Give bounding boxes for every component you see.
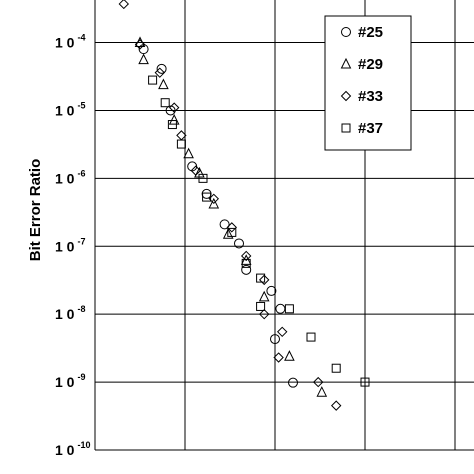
data-point-circle: [275, 303, 286, 314]
data-point-square: [167, 120, 177, 130]
legend-label: #29: [358, 56, 383, 73]
data-point-diamond: [330, 400, 342, 411]
y-axis-label: Bit Error Ratio: [27, 159, 44, 262]
y-tick-label: 1 0 -8: [55, 304, 85, 322]
data-point-square: [284, 304, 294, 314]
data-point-diamond: [168, 102, 180, 113]
x-tick-label: -15: [355, 471, 375, 474]
data-point-square: [256, 273, 266, 283]
data-point-triangle: [258, 290, 270, 302]
data-point-square: [160, 98, 170, 108]
y-tick-label: 1 0 -10: [55, 440, 90, 458]
data-point-triangle: [284, 350, 295, 361]
data-point-circle: [266, 285, 277, 296]
data-point-circle: [288, 377, 298, 388]
x-tick-label: -25: [175, 471, 195, 474]
data-point-square: [148, 75, 158, 85]
legend-box: [324, 15, 412, 151]
data-point-circle: [270, 334, 280, 345]
data-point-square: [306, 332, 316, 342]
legend-item: #33: [340, 88, 383, 105]
data-point-square: [198, 173, 208, 183]
legend: #25 #29 #33 #37: [324, 15, 412, 151]
data-point-diamond: [154, 67, 166, 78]
y-tick-label: 1 0 -9: [55, 372, 85, 390]
y-tick-label: 1 0 -7: [55, 236, 85, 254]
data-point-diamond: [258, 274, 270, 286]
data-point-circle: [241, 264, 252, 275]
series-37: [148, 75, 370, 387]
y-tick-labels: 1 0 -4 1 0 -5 1 0 -6 1 0 -7 1 0 -8 1 0 -9 1 0 -10: [55, 33, 90, 458]
data-point-square: [256, 301, 266, 311]
data-point-triangle: [316, 386, 328, 397]
legend-item: #37: [341, 120, 383, 137]
data-point-diamond: [312, 376, 324, 388]
series-25: [138, 44, 298, 388]
data-point-diamond: [276, 326, 288, 338]
legend-item: #29: [340, 56, 383, 73]
x-tick-labels: -30 -25 -20 -15 -10: [85, 471, 465, 474]
series-29: [134, 36, 328, 397]
data-point-triangle: [158, 78, 169, 90]
legend-marker-diamond: [340, 90, 352, 102]
data-point-square: [241, 258, 251, 268]
data-point-triangle: [183, 147, 194, 159]
data-points: [118, 0, 370, 411]
grid: [94, 0, 474, 451]
data-point-triangle: [208, 197, 220, 209]
legend-label: #33: [358, 88, 383, 105]
legend-item: #25: [341, 24, 383, 41]
y-tick-label: 1 0 -5: [55, 100, 85, 118]
legend-label: #37: [358, 120, 383, 137]
data-point-diamond: [118, 0, 130, 10]
data-point-diamond: [226, 222, 238, 233]
data-point-triangle: [168, 114, 180, 125]
legend-marker-square: [341, 123, 351, 133]
x-tick-label: -10: [445, 471, 465, 474]
data-point-circle: [219, 219, 230, 230]
legend-marker-circle: [341, 27, 351, 37]
legend-marker-triangle: [340, 57, 352, 69]
x-tick-label: -30: [85, 471, 105, 474]
data-point-diamond: [190, 165, 202, 176]
data-point-square: [202, 192, 212, 202]
y-tick-label: 1 0 -6: [55, 168, 85, 186]
data-point-triangle: [222, 228, 234, 239]
data-point-diamond: [273, 352, 284, 363]
data-point-square: [176, 139, 186, 149]
data-point-diamond: [258, 308, 270, 320]
data-point-square: [227, 227, 237, 237]
data-point-square: [360, 377, 370, 387]
data-point-circle: [234, 238, 244, 249]
data-point-circle: [201, 188, 212, 199]
data-point-circle: [156, 63, 167, 74]
y-tick-label: 1 0 -4: [55, 33, 85, 51]
legend-label: #25: [358, 24, 383, 41]
data-point-diamond: [240, 250, 252, 262]
data-point-diamond: [134, 39, 146, 50]
data-point-triangle: [138, 53, 149, 65]
data-point-square: [331, 363, 341, 373]
data-point-circle: [165, 105, 176, 116]
series-33: [118, 0, 342, 411]
x-tick-label: -20: [265, 471, 285, 474]
